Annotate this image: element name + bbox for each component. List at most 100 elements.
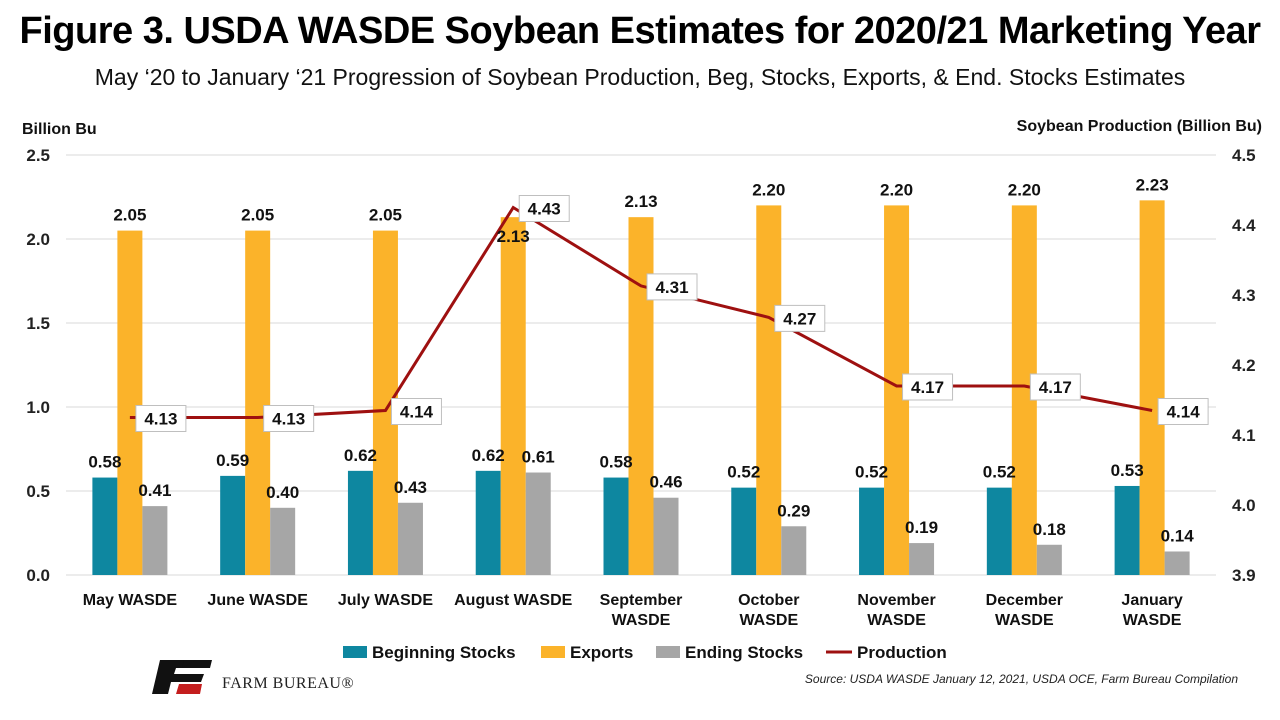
left-axis-tick-label: 0.0 [26,566,50,585]
exports-data-label: 2.13 [497,227,530,246]
right-axis-tick-label: 4.1 [1232,426,1256,445]
production-data-label: 4.17 [911,378,944,397]
exports-bar [628,217,654,575]
ending-stocks-data-label: 0.40 [266,483,299,502]
ending-stocks-bar [1164,551,1190,575]
left-axis-tick-label: 2.5 [26,146,50,165]
ending-stocks-bar [653,497,679,575]
beginning-stocks-bar [220,475,246,575]
exports-data-label: 2.05 [113,206,146,225]
left-axis-tick-label: 1.5 [26,314,50,333]
category-label: August WASDE [454,592,573,609]
chart-subtitle: May ‘20 to January ‘21 Progression of So… [94,64,1186,90]
chart-title: Figure 3. USDA WASDE Soybean Estimates f… [19,10,1261,52]
beginning-stocks-data-label: 0.59 [216,451,249,470]
category-label: January [1121,592,1182,609]
category-label: June WASDE [207,592,308,609]
beginning-stocks-bar [1114,485,1140,575]
category-label: WASDE [612,612,671,629]
ending-stocks-bar [1036,544,1062,575]
production-label-box [646,273,698,301]
beginning-stocks-data-label: 0.62 [344,446,377,465]
category-label: October [738,592,799,609]
left-axis-tick-label: 2.0 [26,230,50,249]
exports-bar [756,205,782,575]
left-axis-tick-label: 0.5 [26,482,50,501]
farm-bureau-wordmark: FARM BUREAU® [222,675,355,692]
ending-stocks-data-label: 0.19 [905,518,938,537]
production-label-box [390,398,442,425]
production-label-box [263,405,315,432]
category-label: WASDE [739,612,798,629]
beginning-stocks-bar [475,470,501,575]
beginning-stocks-data-label: 0.52 [983,463,1016,482]
legend-label: Production [857,643,947,662]
ending-stocks-data-label: 0.14 [1161,526,1195,545]
ending-stocks-bar [909,543,935,575]
right-axis-tick-label: 4.0 [1232,496,1256,515]
category-label: WASDE [995,612,1054,629]
legend-label: Beginning Stocks [372,643,516,662]
beginning-stocks-bar [603,477,629,575]
exports-bar [1139,200,1165,576]
ending-stocks-bar [397,502,423,575]
beginning-stocks-data-label: 0.52 [727,463,760,482]
exports-data-label: 2.20 [1008,180,1041,199]
beginning-stocks-bar [986,487,1012,575]
exports-data-label: 2.05 [369,206,402,225]
exports-data-label: 2.05 [241,206,274,225]
exports-bar [117,230,143,575]
legend: Beginning Stocks Exports Ending Stocks Prod… [343,643,947,662]
beginning-stocks-data-label: 0.52 [855,463,888,482]
beginning-stocks-data-label: 0.58 [88,453,121,472]
ending-stocks-data-label: 0.41 [138,481,171,500]
production-label-box [902,373,954,401]
production-data-label: 4.31 [655,278,688,297]
category-label: July WASDE [338,592,433,609]
beginning-stocks-bar [92,477,118,575]
production-data-label: 4.13 [144,410,177,429]
source-note: Source: USDA WASDE January 12, 2021, USD… [804,672,1238,686]
legend-swatch [343,646,367,658]
exports-data-label: 2.13 [624,192,657,211]
category-label: WASDE [1123,612,1182,629]
axes: 0.0 0.5 1.0 1.5 2.0 2.5 3.9 4.0 4.1 4.2 4.3 4.4 4.5 B… [22,118,1262,629]
legend-label: Ending Stocks [685,643,803,662]
ending-stocks-data-label: 0.29 [777,501,810,520]
category-label: November [857,592,935,609]
category-label: WASDE [867,612,926,629]
exports-bar [245,230,271,575]
category-label: December [986,592,1063,609]
production-data-label: 4.14 [1167,403,1201,422]
production-data-label: 4.43 [528,200,561,219]
exports-data-label: 2.20 [752,180,785,199]
production-label-box [518,195,570,222]
beginning-stocks-bar [731,487,757,575]
ending-stocks-bar [525,472,551,575]
right-axis-title: Soybean Production (Billion Bu) [1017,118,1262,135]
ending-stocks-bar [781,526,807,575]
left-axis-tick-label: 1.0 [26,398,50,417]
beginning-stocks-data-label: 0.62 [472,446,505,465]
production-data-label: 4.17 [1039,378,1072,397]
right-axis-tick-label: 4.3 [1232,286,1256,305]
production-data-label: 4.13 [272,410,305,429]
right-axis-tick-label: 4.2 [1232,356,1256,375]
ending-stocks-bar [270,507,296,575]
production-label-box [1157,398,1209,425]
beginning-stocks-bar [859,487,885,575]
right-axis-tick-label: 4.4 [1232,216,1256,235]
beginning-stocks-data-label: 0.53 [1111,461,1144,480]
beginning-stocks-bar [347,470,373,575]
ending-stocks-data-label: 0.61 [522,448,555,467]
exports-data-label: 2.23 [1136,175,1169,194]
ending-stocks-data-label: 0.18 [1033,520,1066,539]
production-label-box [135,405,187,432]
beginning-stocks-data-label: 0.58 [599,453,632,472]
legend-label: Exports [570,643,633,662]
ending-stocks-data-label: 0.46 [649,473,682,492]
category-label: September [600,592,683,609]
production-data-label: 4.14 [400,403,434,422]
right-axis-tick-label: 4.5 [1232,146,1256,165]
